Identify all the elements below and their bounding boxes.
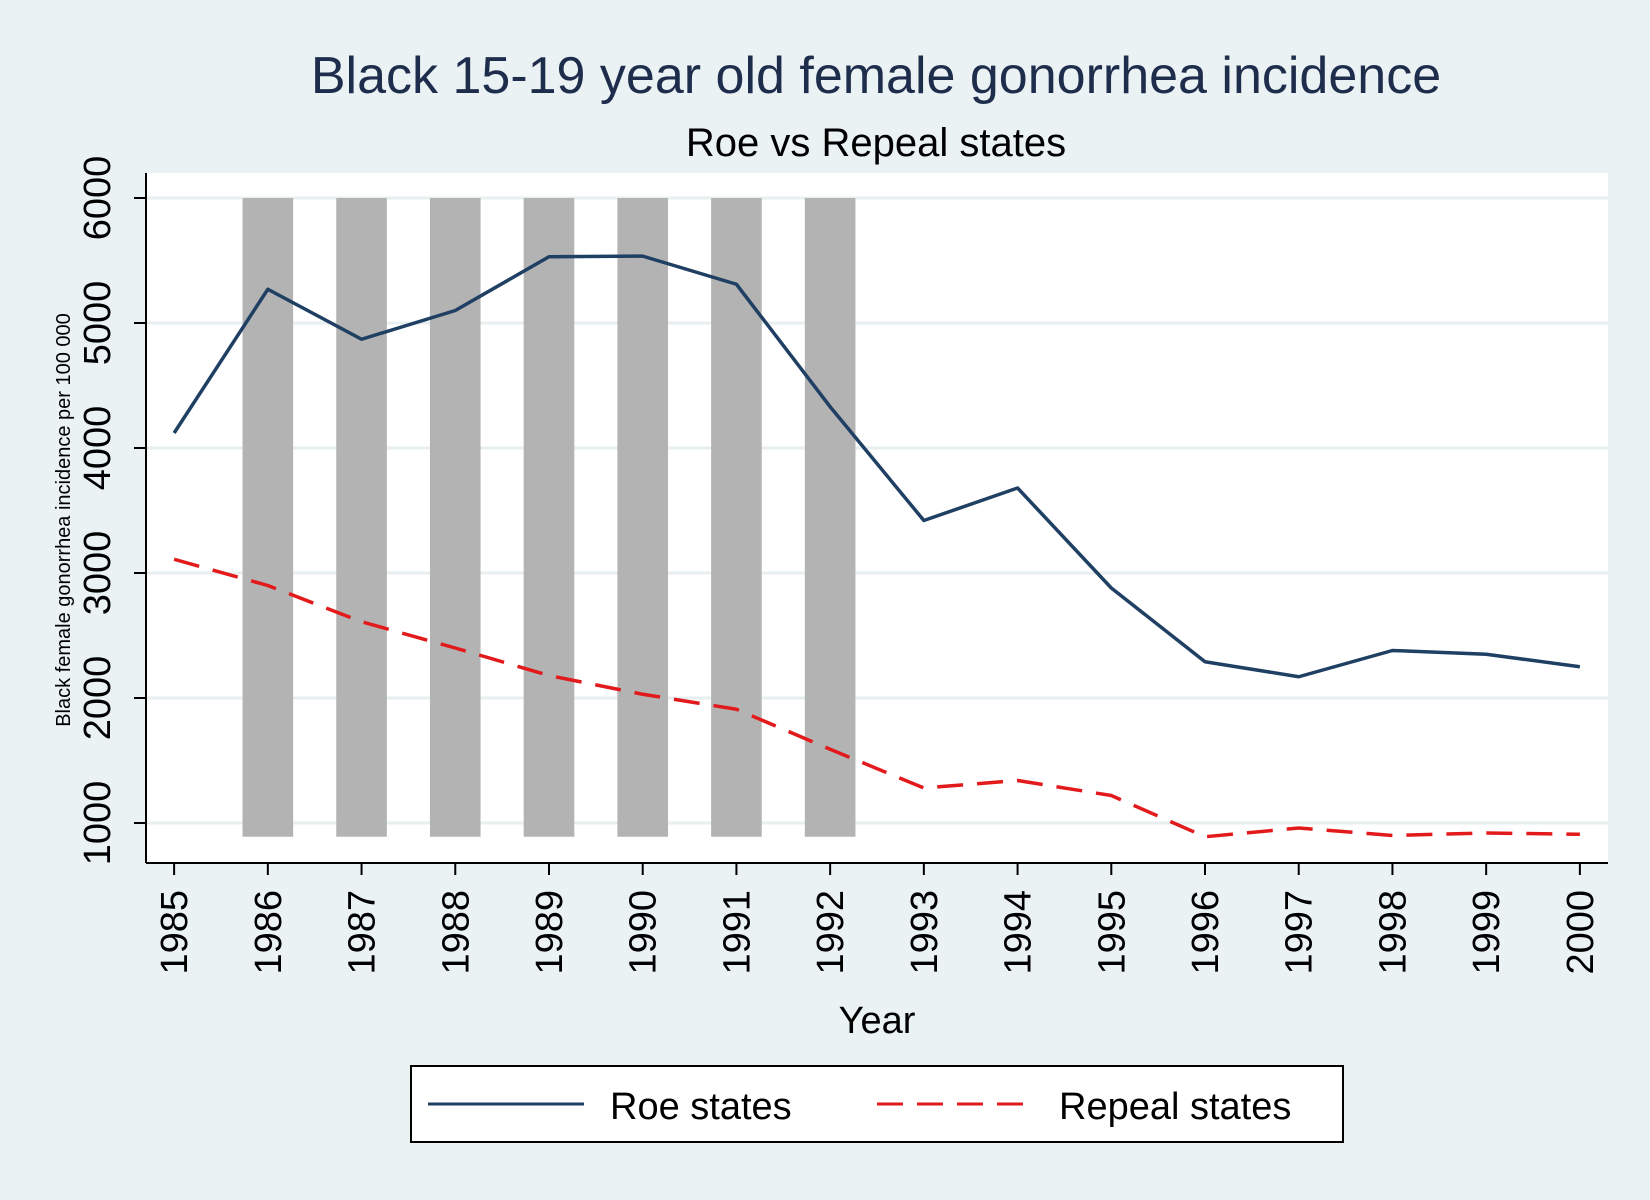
- y-tick-label: 1000: [77, 781, 119, 866]
- x-tick-label: 1987: [342, 890, 384, 975]
- shaded-bar-1989: [523, 198, 575, 837]
- plot-area: [146, 173, 1608, 863]
- x-tick-label: 1999: [1466, 890, 1508, 975]
- chart-title: Black 15-19 year old female gonorrhea in…: [311, 47, 1441, 105]
- legend: Roe states Repeal states: [410, 1065, 1344, 1143]
- series-lines: [172, 254, 1581, 839]
- y-axis-label: Black female gonorrhea incidence per 100…: [53, 313, 75, 727]
- shaded-bars: [242, 198, 856, 837]
- shaded-bar-1990: [617, 198, 669, 837]
- x-tick-label: 1990: [623, 890, 665, 975]
- y-tick-label: 5000: [77, 281, 119, 366]
- shaded-bar-1992: [804, 198, 856, 837]
- shaded-bar-1991: [711, 198, 762, 837]
- shaded-bar-1987: [336, 198, 387, 837]
- y-tick-label: 4000: [77, 406, 119, 491]
- shaded-bar-1988: [429, 198, 481, 837]
- x-tick-label: 2000: [1560, 890, 1602, 975]
- x-tick-label: 1991: [716, 890, 758, 975]
- shaded-bar-1986: [242, 198, 294, 837]
- x-tick-label: 1988: [435, 890, 477, 975]
- x-tick-label: 1998: [1372, 890, 1414, 975]
- x-tick-label: 1993: [904, 890, 946, 975]
- x-axis-ticks: 1985 1986 1987 1988 1989 1990 1991 1992 1993 1994…: [154, 863, 1602, 975]
- x-tick-label: 1986: [248, 890, 290, 975]
- x-tick-label: 1985: [154, 890, 196, 975]
- axes: [145, 173, 1608, 864]
- y-axis-ticks: 1000 2000 3000 4000 5000 6000: [77, 156, 146, 866]
- gridlines: [146, 196, 1608, 825]
- x-axis-label: Year: [839, 1000, 916, 1042]
- series-line-1: [173, 557, 1580, 839]
- x-tick-label: 1989: [529, 890, 571, 975]
- x-tick-label: 1995: [1091, 890, 1133, 975]
- x-tick-label: 1997: [1279, 890, 1321, 975]
- x-tick-label: 1994: [998, 890, 1040, 975]
- x-tick-label: 1992: [810, 890, 852, 975]
- x-tick-label: 1996: [1185, 890, 1227, 975]
- legend-label-roe-states: Roe states: [610, 1086, 792, 1128]
- y-tick-label: 2000: [77, 656, 119, 741]
- legend-label-repeal-states: Repeal states: [1059, 1086, 1291, 1128]
- y-tick-label: 6000: [77, 156, 119, 241]
- series-line-0: [172, 254, 1581, 679]
- chart-subtitle: Roe vs Repeal states: [686, 121, 1066, 165]
- y-tick-label: 3000: [77, 531, 119, 616]
